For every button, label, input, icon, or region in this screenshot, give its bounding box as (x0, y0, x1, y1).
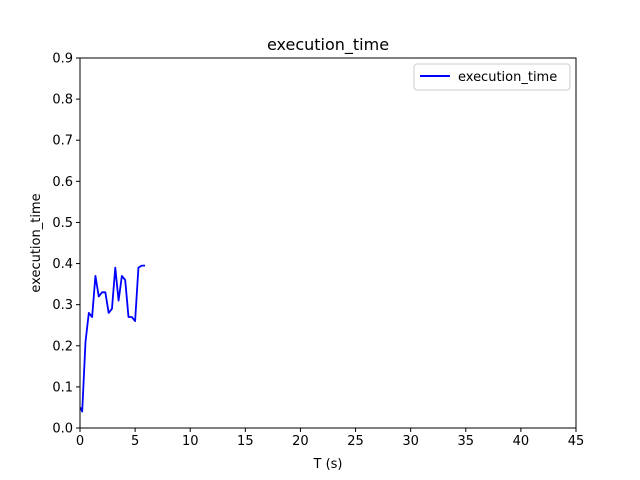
x-tick-label: 0 (76, 434, 84, 449)
series-line (79, 264, 146, 413)
x-tick-label: 40 (513, 434, 530, 449)
y-tick-label: 0.3 (52, 298, 73, 313)
y-tick-label: 0.2 (52, 339, 73, 354)
y-tick-label: 0.1 (52, 380, 73, 395)
y-tick-label: 0.7 (52, 134, 73, 149)
y-tick-label: 0.0 (52, 422, 73, 437)
x-tick-label: 10 (182, 434, 199, 449)
y-tick-label: 0.9 (52, 52, 73, 67)
legend: execution_time (413, 63, 571, 91)
x-tick-label: 15 (237, 434, 254, 449)
y-tick-label: 0.8 (52, 93, 73, 108)
chart-title: execution_time (267, 35, 389, 55)
axes-frame (79, 57, 577, 429)
x-tick-label: 35 (458, 434, 475, 449)
y-axis-label: execution_time (29, 193, 44, 292)
x-tick-label: 25 (347, 434, 364, 449)
x-tick-label: 30 (402, 434, 419, 449)
axis-ticks: 0 5 10 15 20 25 30 35 40 45 0.0 0.1 0.2 0.3 0.4 0.5 0.6 0… (52, 52, 584, 450)
y-tick-label: 0.6 (52, 175, 73, 190)
legend-label: execution_time (458, 70, 557, 85)
y-tick-label: 0.4 (52, 257, 73, 272)
legend-box (413, 63, 571, 91)
x-tick-label: 45 (568, 434, 585, 449)
x-tick-label: 5 (131, 434, 139, 449)
x-axis-label: T (s) (313, 457, 343, 472)
x-tick-label: 20 (292, 434, 309, 449)
plot-lines (79, 264, 146, 413)
y-tick-label: 0.5 (52, 216, 73, 231)
